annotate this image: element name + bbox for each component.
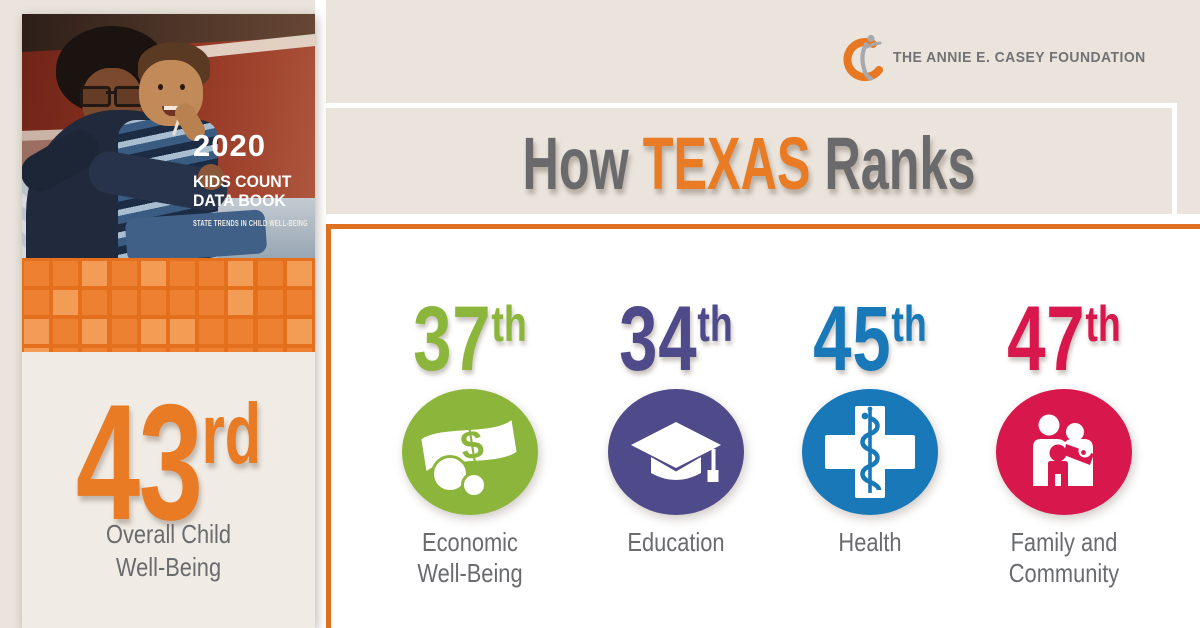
category-family-community: 47th Family and Community [934,214,1194,628]
pattern-cell [24,348,49,352]
rank-health: 45th [813,288,927,390]
rankings-panel-border [326,224,1200,628]
pattern-cell [111,348,137,352]
book-subtitle: STATE TRENDS IN CHILD WELL-BEING [193,219,308,228]
label-family: Family and Community [1008,527,1120,588]
family-icon [996,389,1132,515]
overall-rank-label: Overall Child Well-Being [105,519,232,582]
pattern-cell [140,261,166,286]
pattern-cell [53,319,79,344]
pattern-cell [82,261,108,286]
photo-eye [158,84,163,90]
title-state-name: TEXAS [642,122,811,205]
pattern-cell [257,319,283,344]
book-title: KIDS COUNT DATA BOOK [193,172,305,210]
pattern-cell [199,348,225,352]
medical-cross-icon [802,389,938,515]
photo-eye [180,84,185,90]
pattern-cell [228,319,254,344]
pattern-cell [53,290,79,315]
title-band-top-line [315,103,1177,108]
photo-smile [162,106,184,116]
pattern-cell [140,290,166,315]
pattern-cell [286,319,312,344]
pattern-cell [170,319,195,344]
pattern-cell [24,261,49,286]
category-education: 34th Education [546,214,806,628]
overall-rank-value: 43 [75,370,203,554]
pattern-cell [111,261,137,286]
overall-rank-ordinal: rd [201,387,262,482]
pattern-cell [82,319,108,344]
pattern-cell [24,319,49,344]
page-title: How TEXAS Ranks [461,122,1036,206]
label-economic: Economic Well-Being [417,527,523,588]
pattern-cell [199,290,225,315]
pattern-cell [140,319,166,344]
book-cover-text: 2020 KIDS COUNT DATA BOOK STATE TRENDS I… [193,130,313,228]
category-economic-well-being: 37th $ Economic Well-Being [340,214,600,628]
book-cover-photo [22,14,315,258]
pattern-cell [228,261,254,286]
pattern-cell [286,348,312,352]
title-band-right-line [1172,103,1177,214]
category-health: 45th Health [740,214,1000,628]
casey-foundation-logo-icon [843,34,883,82]
photo-teeth [164,106,182,110]
pattern-cell [24,290,49,315]
pattern-cell [286,261,312,286]
pattern-cell [111,319,137,344]
pattern-cell [286,290,312,315]
rank-family: 47th [1007,288,1121,390]
pattern-cell [140,348,166,352]
checkered-pattern [22,258,315,352]
pattern-cell [170,261,195,286]
pattern-cell [53,261,79,286]
title-word-after: Ranks [824,122,976,205]
rank-education: 34th [619,288,733,390]
rank-economic: 37th [413,288,527,390]
label-health: Health [838,527,902,557]
pattern-cell [53,348,79,352]
graduation-cap-icon [608,389,744,515]
pattern-cell [199,261,225,286]
pattern-cell [228,290,254,315]
pattern-cell [170,348,195,352]
photo-glasses-left [80,86,111,107]
pattern-cell [257,290,283,315]
label-education: Education [627,527,725,557]
book-year: 2020 [193,128,266,163]
left-panel: 2020 KIDS COUNT DATA BOOK STATE TRENDS I… [22,14,315,628]
title-word-before: How [522,122,629,205]
brand-name: THE ANNIE E. CASEY FOUNDATION [893,49,1146,66]
pattern-cell [82,348,108,352]
pattern-cell [199,319,225,344]
pattern-cell [257,261,283,286]
pattern-cell [82,290,108,315]
overall-rank: 43rd [66,352,271,545]
photo-older-boy-hand [198,164,224,190]
pattern-cell [228,348,254,352]
book-title-line1: KIDS COUNT [193,172,292,191]
photo-glasses-bridge [106,91,116,94]
pattern-cell [257,348,283,352]
pattern-cell [111,290,137,315]
book-title-line2: DATA BOOK [193,190,286,210]
money-icon: $ [402,389,538,515]
book-cover: 2020 KIDS COUNT DATA BOOK STATE TRENDS I… [22,14,315,352]
pattern-cell [170,290,195,315]
